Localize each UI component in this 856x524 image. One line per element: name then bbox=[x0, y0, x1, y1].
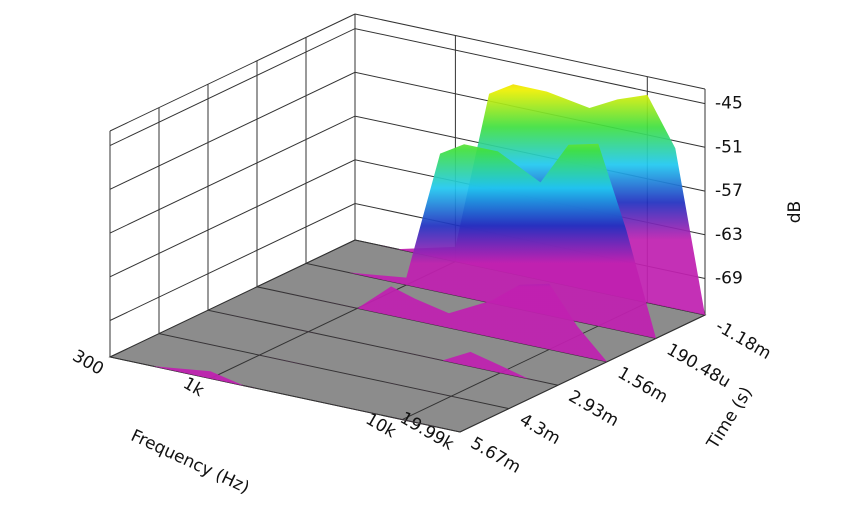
y-tick-label: 190.48u bbox=[663, 340, 734, 392]
y-tick-label: -1.18m bbox=[712, 316, 774, 364]
z-axis-label: dB bbox=[785, 201, 805, 223]
waterfall-slice bbox=[257, 283, 607, 362]
z-tick-label: -57 bbox=[715, 181, 743, 201]
z-tick-label: -45 bbox=[715, 94, 743, 114]
waterfall-slice bbox=[110, 357, 460, 432]
z-tick-label: -51 bbox=[715, 137, 743, 157]
x-tick-label: 1k bbox=[179, 374, 207, 402]
y-tick-label: 5.67m bbox=[467, 433, 524, 478]
z-tick-label: -69 bbox=[715, 269, 743, 289]
y-axis-label: Time (s) bbox=[703, 383, 757, 453]
box-edge bbox=[109, 13, 356, 132]
x-axis-label: Frequency (Hz) bbox=[128, 426, 253, 498]
z-tick-label: -63 bbox=[715, 225, 743, 245]
box-edge bbox=[354, 13, 706, 90]
y-tick-label: 4.3m bbox=[516, 410, 564, 449]
waterfall-slice bbox=[306, 143, 656, 339]
x-tick-label: 300 bbox=[69, 346, 107, 380]
waterfall-slice bbox=[208, 310, 558, 386]
y-tick-label: 1.56m bbox=[614, 363, 671, 408]
waterfall-slice bbox=[159, 333, 509, 409]
y-tick-label: 2.93m bbox=[565, 387, 622, 432]
